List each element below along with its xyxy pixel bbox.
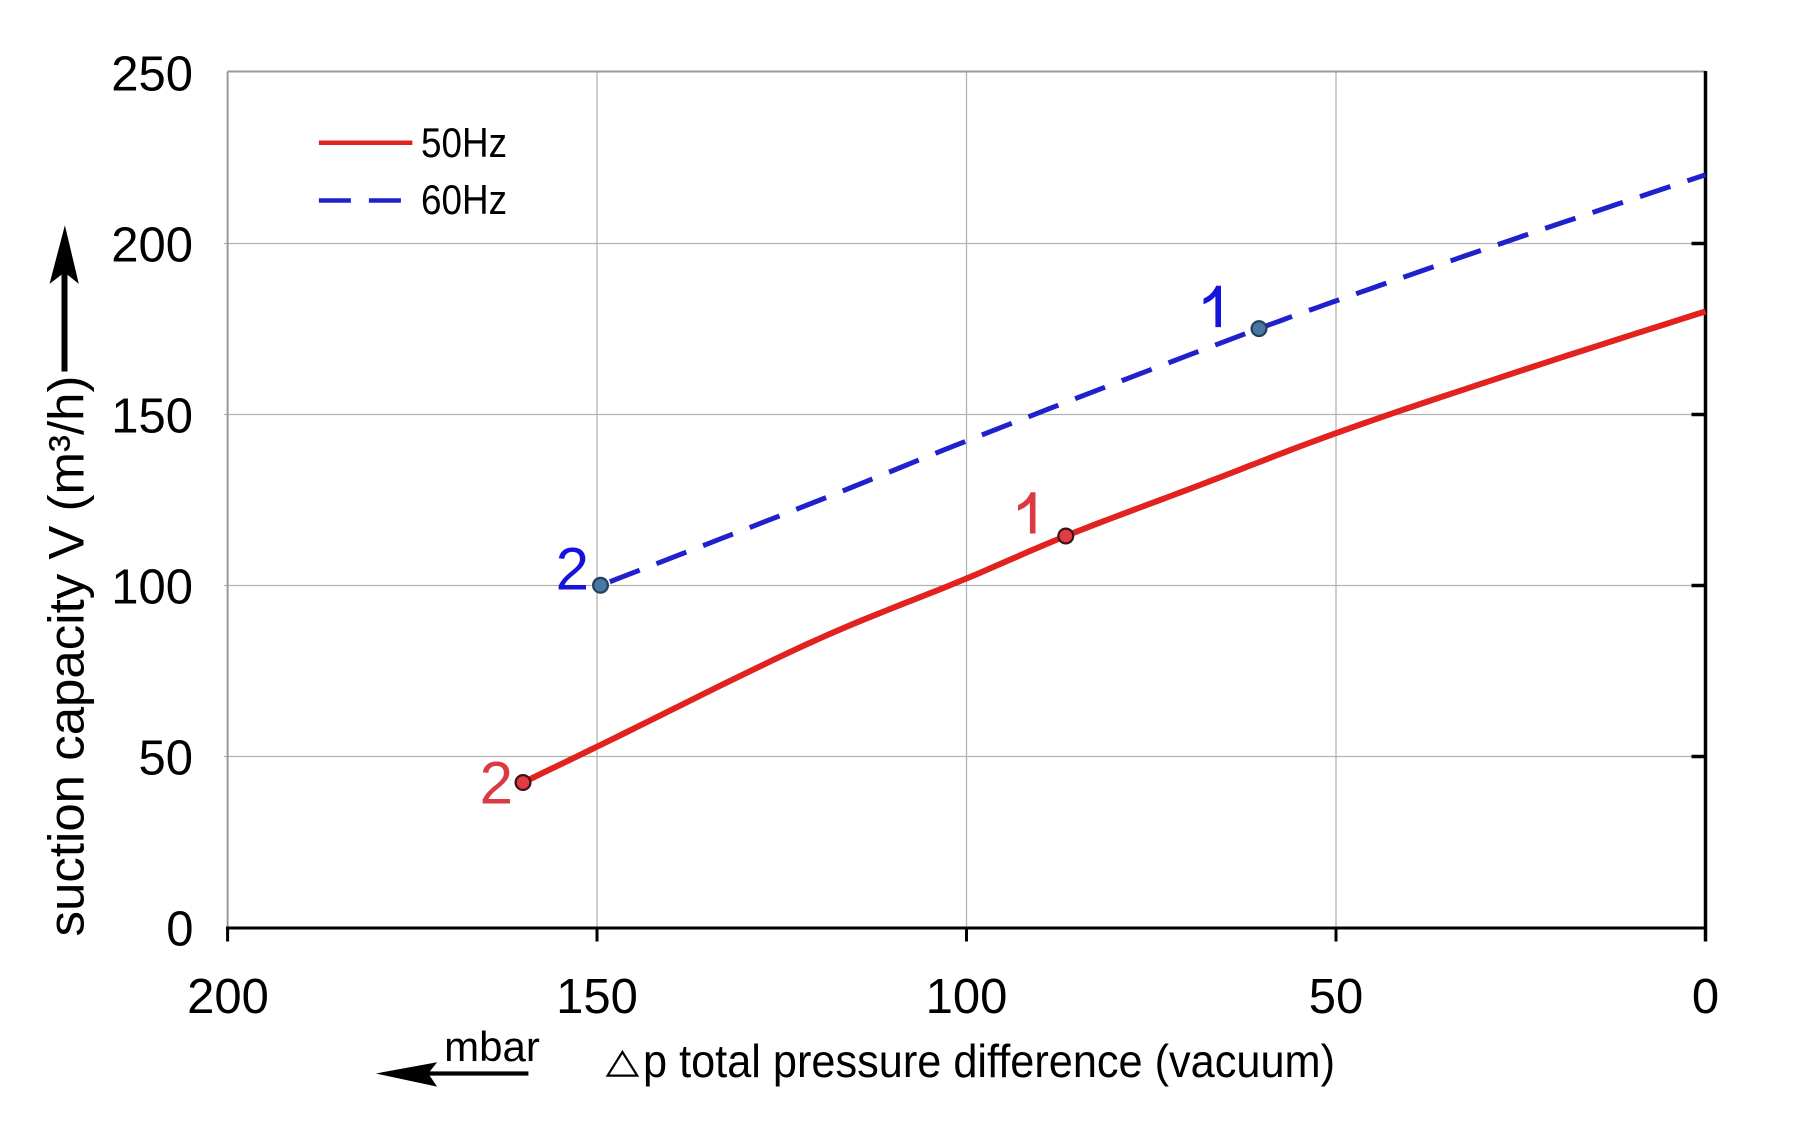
svg-text:0: 0 [166,902,193,956]
svg-text:200: 200 [187,970,269,1024]
svg-text:mbar: mbar [444,1023,540,1070]
svg-text:150: 150 [556,970,638,1024]
svg-text:200: 200 [111,218,193,272]
svg-text:2: 2 [556,536,589,603]
svg-text:suction capacity V (m³/h): suction capacity V (m³/h) [39,376,95,937]
svg-text:50: 50 [138,731,193,785]
svg-text:50Hz: 50Hz [421,119,507,166]
svg-text:50: 50 [1309,970,1364,1024]
svg-text:60Hz: 60Hz [421,176,507,223]
svg-text:2: 2 [480,750,513,817]
svg-text:100: 100 [111,560,193,614]
svg-text:p total pressure difference (v: p total pressure difference (vacuum) [643,1035,1335,1087]
svg-text:0: 0 [1692,970,1719,1024]
svg-text:150: 150 [111,389,193,443]
svg-text:100: 100 [926,970,1008,1024]
svg-text:250: 250 [111,47,193,101]
